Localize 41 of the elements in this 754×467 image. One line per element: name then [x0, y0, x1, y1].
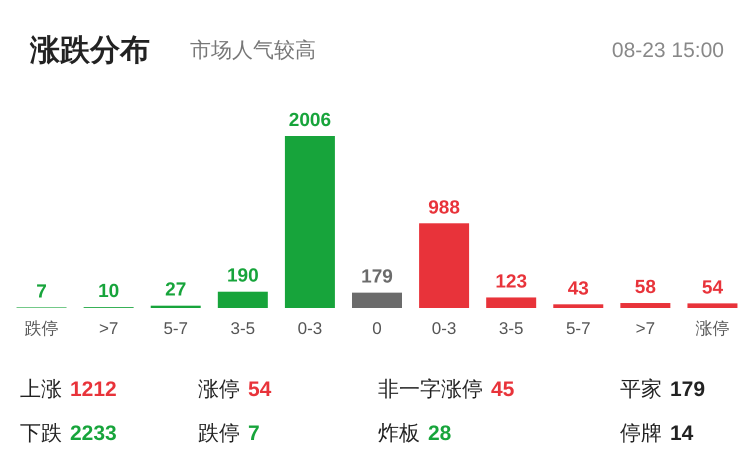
data-label: 1212 [70, 378, 117, 401]
x-tick-label: >7 [636, 319, 656, 338]
data-label: 45 [491, 378, 515, 401]
x-tick-label: 5-7 [566, 319, 591, 338]
data-label: 190 [226, 266, 259, 287]
data-label: 179 [361, 266, 393, 288]
data-label: 54 [248, 378, 272, 401]
x-tick-label: 5-7 [163, 319, 188, 338]
data-label: 58 [634, 277, 656, 298]
category-label: 涨停 [198, 378, 240, 401]
category-label: 炸板 [378, 422, 420, 445]
x-tick-label: 3-5 [230, 319, 256, 338]
category-label: 非一字涨停 [378, 378, 483, 401]
category-label: 下跌 [20, 422, 62, 445]
x-tick-label: 3-5 [498, 319, 524, 338]
x-tick-label: >7 [98, 319, 118, 338]
category-label: 跌停 [198, 422, 240, 445]
chart-title: 涨跌分布 [29, 34, 150, 67]
data-label: 7 [36, 281, 47, 302]
data-label: 123 [495, 271, 528, 292]
data-label: 28 [428, 422, 452, 445]
data-label: 7 [248, 422, 260, 445]
category-label: 平家 [620, 378, 662, 401]
x-tick-label: 0-3 [298, 319, 322, 338]
data-label: 27 [165, 280, 186, 301]
text: 08-23 15:00 [612, 39, 724, 62]
category-label: 上涨 [20, 378, 62, 401]
data-label: 2233 [70, 422, 117, 445]
x-tick-label: 涨停 [695, 319, 730, 338]
data-label: 10 [98, 281, 120, 302]
data-label: 2006 [288, 110, 332, 131]
x-tick-label: 跌停 [24, 319, 59, 338]
category-label: 停牌 [620, 422, 662, 445]
data-label: 14 [670, 422, 694, 445]
x-tick-label: 0 [372, 319, 382, 338]
data-label: 988 [428, 197, 460, 218]
data-label: 54 [702, 277, 724, 298]
chart-subtitle: 市场人气较高 [190, 39, 316, 62]
x-tick-label: 0-3 [432, 319, 456, 338]
data-label: 179 [670, 378, 706, 401]
data-label: 43 [568, 278, 589, 300]
